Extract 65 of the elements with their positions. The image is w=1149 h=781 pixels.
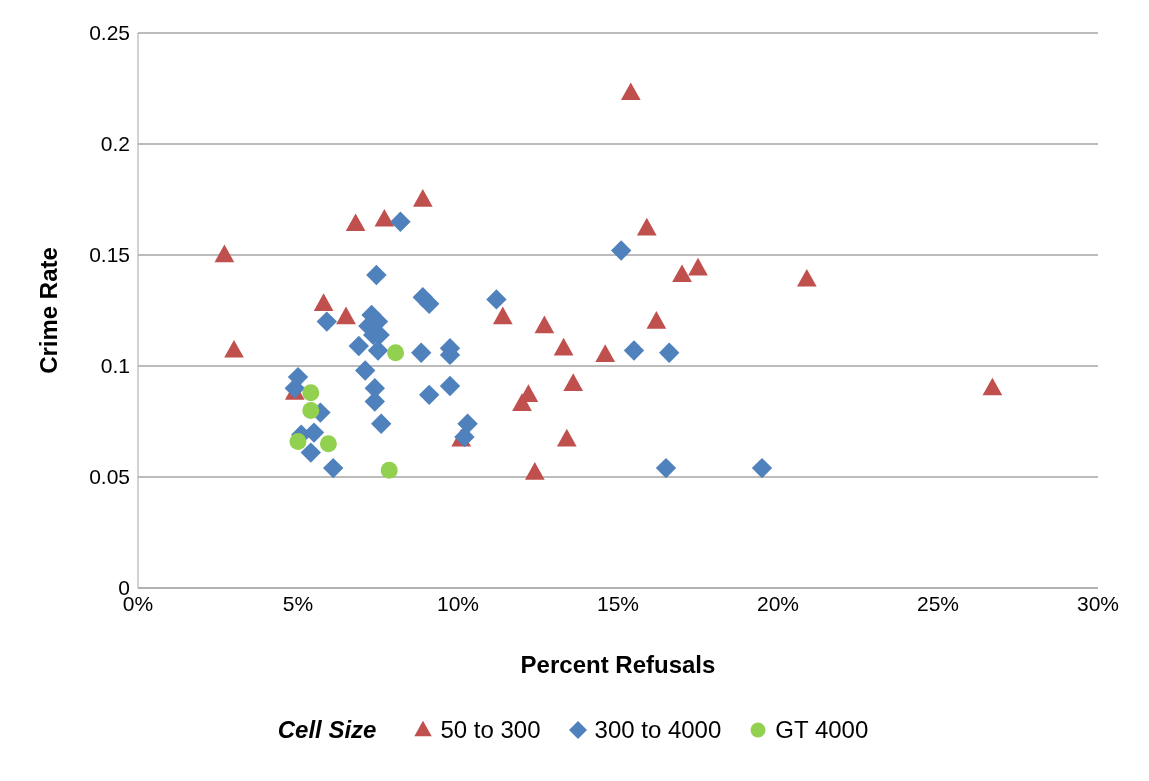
point — [796, 268, 817, 287]
point — [214, 244, 235, 263]
point — [323, 457, 344, 479]
point — [419, 384, 440, 406]
point — [751, 457, 773, 479]
point — [563, 373, 584, 391]
y-tick-label: 0.05 — [89, 465, 130, 489]
point — [345, 213, 366, 232]
point — [672, 264, 692, 283]
point — [348, 335, 369, 357]
y-tick-label: 0.2 — [100, 132, 130, 156]
point — [524, 462, 545, 480]
point — [688, 257, 708, 276]
y-axis-title: Crime Rate — [34, 247, 62, 374]
legend-label: 300 to 4000 — [594, 716, 722, 744]
point — [620, 82, 641, 101]
point — [556, 428, 577, 447]
point — [553, 337, 574, 356]
point — [534, 315, 555, 334]
y-tick-label: 0.25 — [89, 21, 130, 45]
point — [411, 342, 432, 363]
point — [313, 293, 334, 311]
point — [316, 311, 337, 332]
x-axis-title: Percent Refusals — [520, 651, 716, 678]
point — [595, 344, 616, 363]
point — [355, 360, 376, 381]
x-tick-label: 15% — [596, 591, 640, 615]
point — [412, 188, 433, 207]
point — [374, 208, 395, 227]
point — [224, 339, 244, 358]
x-tick-label: 30% — [1076, 591, 1120, 615]
point — [439, 375, 461, 397]
point — [319, 435, 337, 453]
x-tick-label: 20% — [756, 591, 800, 615]
point — [623, 340, 645, 361]
point — [390, 211, 411, 232]
point — [492, 306, 513, 325]
point — [380, 461, 398, 479]
point — [646, 311, 667, 329]
x-tick-label: 5% — [282, 591, 314, 615]
point — [486, 289, 507, 310]
point — [371, 413, 392, 434]
point — [982, 377, 1003, 396]
point — [302, 401, 320, 419]
point — [289, 432, 307, 450]
point — [457, 413, 478, 434]
point — [366, 264, 387, 286]
point — [302, 384, 320, 402]
legend-label: GT 4000 — [775, 716, 869, 744]
point — [300, 442, 321, 463]
legend-title: Cell Size — [277, 716, 377, 744]
point — [387, 344, 405, 362]
point — [303, 422, 325, 443]
x-tick-label: 10% — [436, 591, 480, 615]
y-tick-label: 0.15 — [89, 243, 130, 267]
point — [659, 342, 680, 363]
legend-label: 50 to 300 — [440, 716, 541, 744]
point — [611, 240, 632, 261]
point — [655, 457, 677, 479]
point — [336, 306, 356, 325]
point — [636, 217, 657, 236]
point — [419, 293, 440, 315]
y-tick-label: 0.1 — [100, 354, 130, 378]
x-tick-label: 25% — [916, 591, 960, 615]
point — [367, 340, 389, 361]
